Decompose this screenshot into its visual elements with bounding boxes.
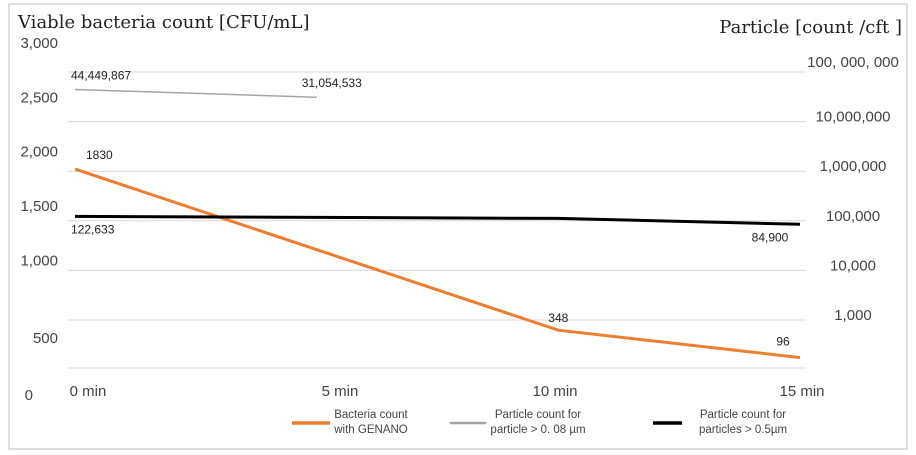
data-label: 1830 <box>86 148 113 162</box>
data-label: 44,449,867 <box>71 69 131 83</box>
legend-label: particles > 0.5µm <box>699 424 787 436</box>
data-label: 122,633 <box>71 222 115 236</box>
legend-label: Particle count for <box>495 409 581 421</box>
left-tick-label: 1,000 <box>20 252 58 269</box>
axes: Viable bacteria count [CFU/mL] Particle … <box>17 12 902 404</box>
left-tick-label: 2,500 <box>20 89 58 106</box>
series-lines <box>74 88 801 360</box>
x-tick-label: 10 min <box>532 383 577 400</box>
data-label: 96 <box>776 335 790 349</box>
legend-label: particle > 0. 08 µm <box>490 424 585 436</box>
legend: Bacteria count with GENANO Particle count … <box>292 409 787 436</box>
data-label: 31,054,533 <box>302 76 362 90</box>
x-tick-label: 5 min <box>322 383 359 400</box>
x-tick-label: 15 min <box>779 383 824 400</box>
data-label: 348 <box>548 311 568 325</box>
legend-label: Bacteria count <box>334 409 408 421</box>
right-tick-label: 1,000 <box>834 307 872 324</box>
legend-label: with GENANO <box>333 424 408 436</box>
series-line-3 <box>74 214 801 226</box>
grid <box>68 71 806 369</box>
left-tick-label: 3,000 <box>20 35 58 52</box>
right-tick-label: 10,000 <box>830 257 876 274</box>
left-tick-label: 500 <box>33 330 58 347</box>
series-line-1 <box>74 167 801 360</box>
right-tick-label: 100,000 <box>826 208 880 225</box>
data-label: 84,900 <box>752 230 789 244</box>
data-labels: 1830 348 96 44,449,867 31,054,533 122,633 84,9… <box>71 69 790 349</box>
right-tick-label: 1,000,000 <box>820 158 887 175</box>
right-tick-label: 10,000,000 <box>815 109 890 126</box>
left-tick-label: 2,000 <box>20 144 58 161</box>
x-tick-label: 0 min <box>70 383 107 400</box>
legend-label: Particle count for <box>700 409 786 421</box>
chart-frame <box>8 3 908 450</box>
right-axis-title: Particle [count /cft ] <box>719 17 902 38</box>
series-line-2 <box>74 88 317 98</box>
right-tick-label: 100, 000, 000 <box>807 54 899 71</box>
left-axis-title: Viable bacteria count [CFU/mL] <box>17 12 309 33</box>
left-tick-label: 0 <box>25 387 33 404</box>
left-tick-label: 1,500 <box>20 198 58 215</box>
